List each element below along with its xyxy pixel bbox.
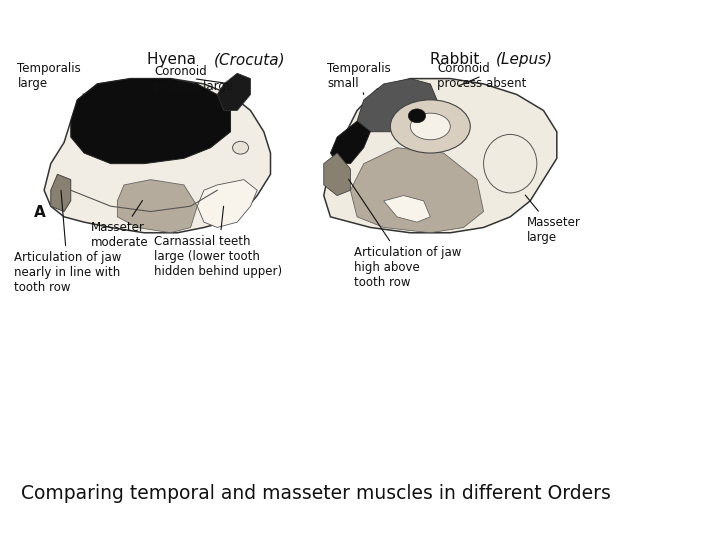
Text: Masseter
moderate: Masseter moderate <box>91 200 148 249</box>
Polygon shape <box>357 79 437 132</box>
Polygon shape <box>351 148 484 233</box>
Text: (Lepus): (Lepus) <box>495 52 553 68</box>
Polygon shape <box>324 153 351 195</box>
Circle shape <box>233 141 248 154</box>
Polygon shape <box>44 79 271 233</box>
Text: Rabbit: Rabbit <box>430 52 484 68</box>
Circle shape <box>408 109 426 123</box>
Polygon shape <box>71 79 230 164</box>
Polygon shape <box>330 121 370 164</box>
Text: A: A <box>34 205 46 220</box>
Text: Articulation of jaw
nearly in line with
tooth row: Articulation of jaw nearly in line with … <box>14 191 122 294</box>
Text: Carnassial teeth
large (lower tooth
hidden behind upper): Carnassial teeth large (lower tooth hidd… <box>154 206 282 278</box>
Ellipse shape <box>390 100 470 153</box>
Text: Coronoid
process absent: Coronoid process absent <box>437 62 526 90</box>
Polygon shape <box>384 195 431 222</box>
Polygon shape <box>324 79 557 233</box>
Text: Temporalis
large: Temporalis large <box>17 62 84 94</box>
Text: Articulation of jaw
high above
tooth row: Articulation of jaw high above tooth row <box>348 179 461 289</box>
Text: Coronoid
process large: Coronoid process large <box>154 65 233 92</box>
Ellipse shape <box>484 134 537 193</box>
Text: (Crocuta): (Crocuta) <box>214 52 286 68</box>
Text: Hyena: Hyena <box>147 52 201 68</box>
Text: Temporalis
small: Temporalis small <box>327 62 391 94</box>
Polygon shape <box>51 174 71 212</box>
Polygon shape <box>217 73 251 111</box>
Text: Comparing temporal and masseter muscles in different Orders: Comparing temporal and masseter muscles … <box>21 484 611 503</box>
Polygon shape <box>117 180 197 233</box>
Polygon shape <box>197 180 257 227</box>
Ellipse shape <box>410 113 450 140</box>
Text: Masseter
large: Masseter large <box>526 195 581 244</box>
